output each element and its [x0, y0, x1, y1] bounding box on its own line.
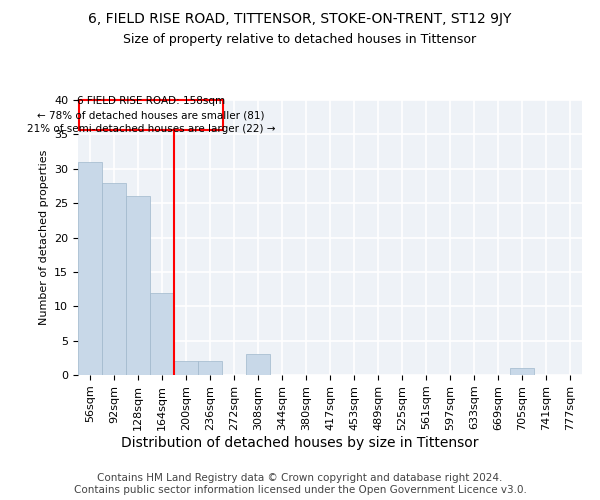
- Y-axis label: Number of detached properties: Number of detached properties: [38, 150, 49, 325]
- Text: 6, FIELD RISE ROAD, TITTENSOR, STOKE-ON-TRENT, ST12 9JY: 6, FIELD RISE ROAD, TITTENSOR, STOKE-ON-…: [88, 12, 512, 26]
- Bar: [126, 196, 150, 375]
- Bar: [198, 361, 222, 375]
- Bar: [174, 361, 198, 375]
- FancyBboxPatch shape: [79, 100, 223, 130]
- Text: Contains HM Land Registry data © Crown copyright and database right 2024.
Contai: Contains HM Land Registry data © Crown c…: [74, 474, 526, 495]
- Text: Size of property relative to detached houses in Tittensor: Size of property relative to detached ho…: [124, 32, 476, 46]
- Bar: [510, 368, 534, 375]
- Bar: [150, 292, 174, 375]
- Text: 6 FIELD RISE ROAD: 158sqm
← 78% of detached houses are smaller (81)
21% of semi-: 6 FIELD RISE ROAD: 158sqm ← 78% of detac…: [27, 96, 275, 134]
- Bar: [78, 162, 102, 375]
- Bar: [246, 354, 270, 375]
- Text: Distribution of detached houses by size in Tittensor: Distribution of detached houses by size …: [121, 436, 479, 450]
- Bar: [102, 182, 126, 375]
